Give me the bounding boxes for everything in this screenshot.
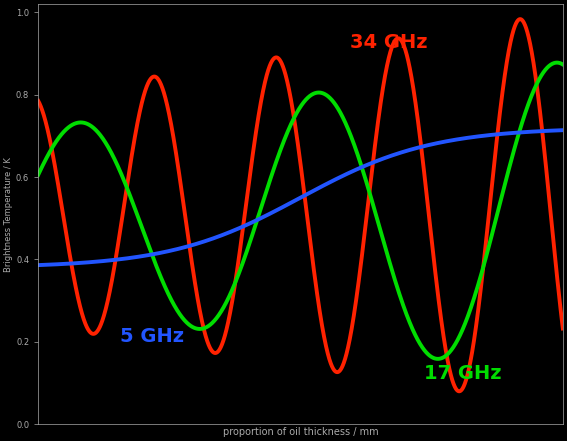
Y-axis label: Brightness Temperature / K: Brightness Temperature / K (4, 157, 13, 272)
Text: 34 GHz: 34 GHz (350, 33, 428, 52)
Text: 17 GHz: 17 GHz (424, 364, 501, 383)
Text: 5 GHz: 5 GHz (120, 327, 184, 346)
X-axis label: proportion of oil thickness / mm: proportion of oil thickness / mm (223, 427, 378, 437)
